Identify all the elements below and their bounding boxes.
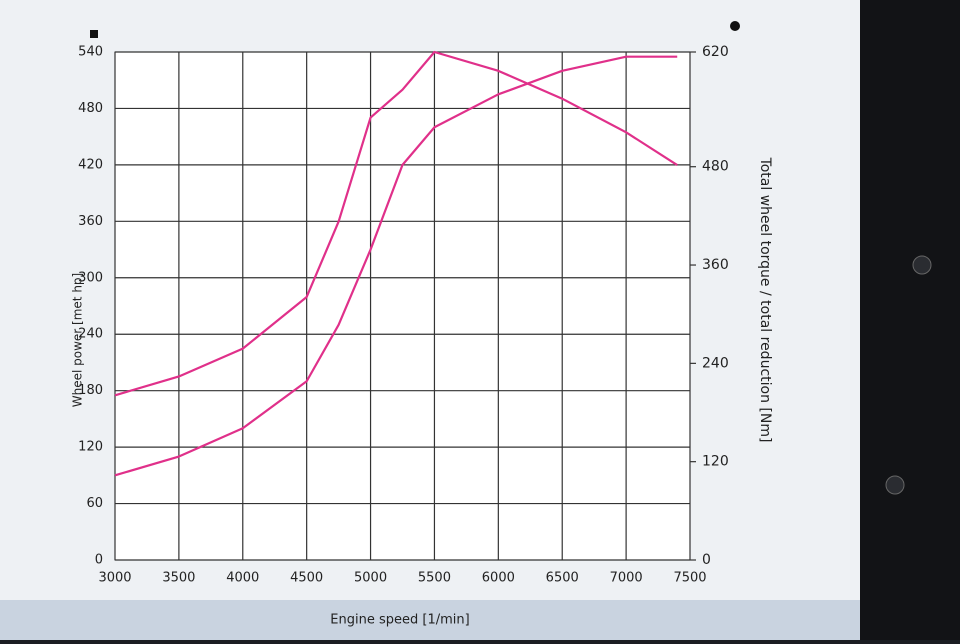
x-tick-label: 3500 bbox=[162, 571, 195, 586]
y2-tick-label: 360 bbox=[702, 257, 729, 273]
y2-tick-label: 120 bbox=[702, 454, 729, 470]
y-axis-title: Wheel power [met hp] bbox=[71, 273, 85, 407]
y2-tick-label: 620 bbox=[702, 44, 729, 60]
y-tick-label: 120 bbox=[78, 440, 103, 455]
y-tick-label: 480 bbox=[78, 101, 103, 116]
y-tick-label: 0 bbox=[95, 553, 103, 568]
bezel bbox=[860, 0, 960, 640]
x-tick-label: 5000 bbox=[354, 571, 387, 586]
screw bbox=[912, 255, 932, 275]
y-tick-label: 300 bbox=[78, 270, 103, 285]
taskbar bbox=[0, 600, 860, 640]
y2-tick-label: 240 bbox=[702, 355, 729, 371]
x-tick-label: 4500 bbox=[290, 571, 323, 586]
y2-tick-label: 480 bbox=[702, 159, 729, 175]
x-tick-label: 5500 bbox=[418, 571, 451, 586]
x-tick-label: 4000 bbox=[226, 571, 259, 586]
power-axis-marker bbox=[90, 30, 98, 38]
y-tick-label: 240 bbox=[78, 327, 103, 342]
torque-axis-marker bbox=[730, 21, 740, 31]
series-line bbox=[114, 55, 678, 477]
y2-axis-title: Total wheel torque / total reduction [Nm… bbox=[757, 157, 773, 443]
x-tick-label: 7000 bbox=[610, 571, 643, 586]
x-tick-label: 7500 bbox=[673, 571, 706, 586]
plot-area bbox=[114, 51, 691, 561]
x-axis-title: Engine speed [1/min] bbox=[330, 613, 469, 628]
y-tick-label: 360 bbox=[78, 214, 103, 229]
y-tick-label: 60 bbox=[86, 496, 103, 511]
series-line bbox=[114, 50, 678, 397]
y-tick-label: 420 bbox=[78, 157, 103, 172]
y-tick-label: 540 bbox=[78, 45, 103, 60]
x-tick-label: 6500 bbox=[546, 571, 579, 586]
x-tick-label: 3000 bbox=[98, 571, 131, 586]
y-tick-label: 180 bbox=[78, 383, 103, 398]
y2-tick-label: 0 bbox=[702, 552, 711, 568]
x-tick-label: 6000 bbox=[482, 571, 515, 586]
screw bbox=[885, 475, 905, 495]
